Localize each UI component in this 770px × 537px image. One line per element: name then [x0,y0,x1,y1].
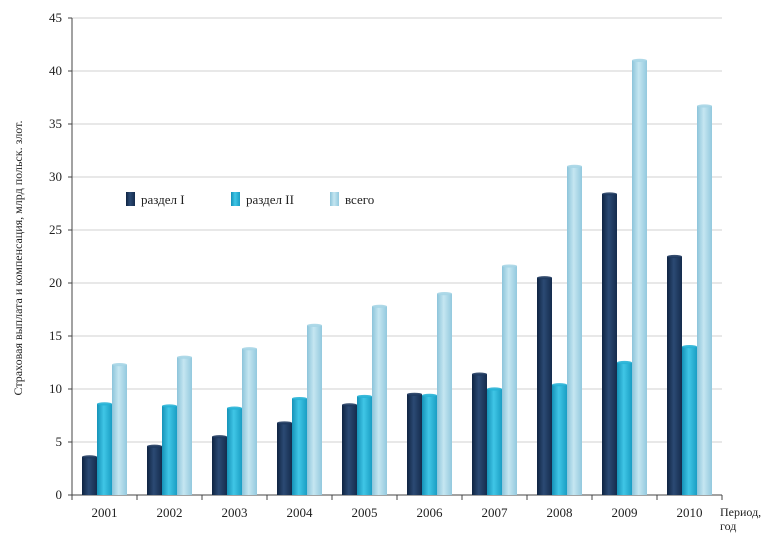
bar-top-cap [602,192,617,196]
bar-top-cap [472,372,487,376]
y-tick-labels: 0 5 10 15 20 25 30 35 40 45 [49,10,62,502]
x-tick-label: 2004 [287,505,314,520]
bar-раздел-II-2004 [292,398,307,495]
bar-всего-2001 [112,364,127,495]
y-tick-label: 35 [49,116,62,131]
x-axis-title-line2: год [720,519,736,533]
legend-swatch-раздел-II [231,192,240,206]
x-tick-label: 2002 [157,505,183,520]
bar-top-cap [292,396,307,401]
bar-раздел-II-2005 [357,396,372,495]
bar-top-cap [552,383,567,387]
bar-всего-2008 [567,166,582,495]
bar-всего-2010 [697,105,712,495]
legend-swatch-всего [330,192,339,206]
bar-top-cap [487,387,502,391]
y-tick-label: 0 [56,487,63,502]
bar-раздел-I-2010 [667,256,682,495]
legend-label: всего [345,192,374,207]
bar-раздел-II-2009 [617,362,632,495]
bar-top-cap [437,292,452,296]
bar-всего-2009 [632,60,647,496]
bar-top-cap [162,404,177,408]
legend-label: раздел I [141,192,185,207]
bar-всего-2006 [437,293,452,495]
bar-раздел-I-2006 [407,394,422,495]
bar-top-cap [342,403,357,407]
x-tick-label: 2003 [222,505,248,520]
y-tick-label: 15 [49,328,62,343]
bar-всего-2002 [177,357,192,495]
x-tick-label: 2007 [482,505,509,520]
legend-label: раздел II [246,192,294,207]
bar-top-cap [277,421,292,425]
bar-top-cap [227,406,242,410]
legend-swatch-раздел-I [126,192,135,206]
x-tick-label: 2008 [547,505,573,520]
bar-раздел-I-2005 [342,404,357,495]
bar-раздел-I-2004 [277,422,292,495]
bar-top-cap [617,360,632,365]
bars [82,58,712,496]
bar-раздел-II-2002 [162,405,177,495]
bar-top-cap [407,392,422,396]
bar-всего-2003 [242,348,257,495]
bar-top-cap [567,164,582,168]
bar-всего-2007 [502,266,517,495]
y-tick-label: 25 [49,222,62,237]
bar-раздел-II-2006 [422,395,437,495]
x-tick-labels: 2001 2002 2003 2004 2005 2006 2007 2008 2009 2010 [92,505,703,520]
y-tick-label: 40 [49,63,62,78]
bar-top-cap [97,402,112,406]
x-tick-label: 2010 [677,505,703,520]
x-axis-title-line1: Период, [720,505,761,519]
y-tick-label: 10 [49,381,62,396]
bar-top-cap [82,455,97,459]
x-tick-label: 2009 [612,505,638,520]
bar-раздел-II-2001 [97,403,112,495]
bar-top-cap [697,104,712,108]
bar-раздел-I-2009 [602,193,617,495]
bar-top-cap [242,347,257,351]
x-tick-label: 2006 [417,505,444,520]
bar-раздел-II-2008 [552,384,567,495]
bar-раздел-II-2010 [682,346,697,495]
bar-всего-2004 [307,325,322,495]
bar-top-cap [372,304,387,308]
legend: раздел I раздел II всего [126,192,374,207]
y-tick-label: 5 [56,434,63,449]
y-axis-title: Страховая выплата и компенсация, млрд по… [11,121,25,396]
x-tick-label: 2005 [352,505,378,520]
bar-top-cap [177,355,192,359]
bar-всего-2005 [372,306,387,495]
bar-top-cap [422,393,437,397]
bar-раздел-I-2001 [82,456,97,495]
bar-top-cap [357,394,372,399]
bar-top-cap [212,435,227,439]
x-tick-label: 2001 [92,505,118,520]
bar-top-cap [632,58,647,63]
bar-раздел-II-2003 [227,408,242,495]
bar-раздел-I-2002 [147,446,162,495]
bar-top-cap [112,363,127,367]
bar-top-cap [502,264,517,268]
bar-раздел-I-2008 [537,277,552,495]
bar-top-cap [307,323,322,327]
bar-top-cap [682,345,697,349]
y-tick-label: 20 [49,275,62,290]
y-tick-label: 45 [49,10,62,25]
y-tick-label: 30 [49,169,62,184]
bar-top-cap [537,276,552,280]
bar-top-cap [667,254,682,259]
bar-раздел-I-2007 [472,374,487,495]
bar-top-cap [147,444,162,448]
bar-раздел-II-2007 [487,389,502,495]
bar-раздел-I-2003 [212,436,227,495]
